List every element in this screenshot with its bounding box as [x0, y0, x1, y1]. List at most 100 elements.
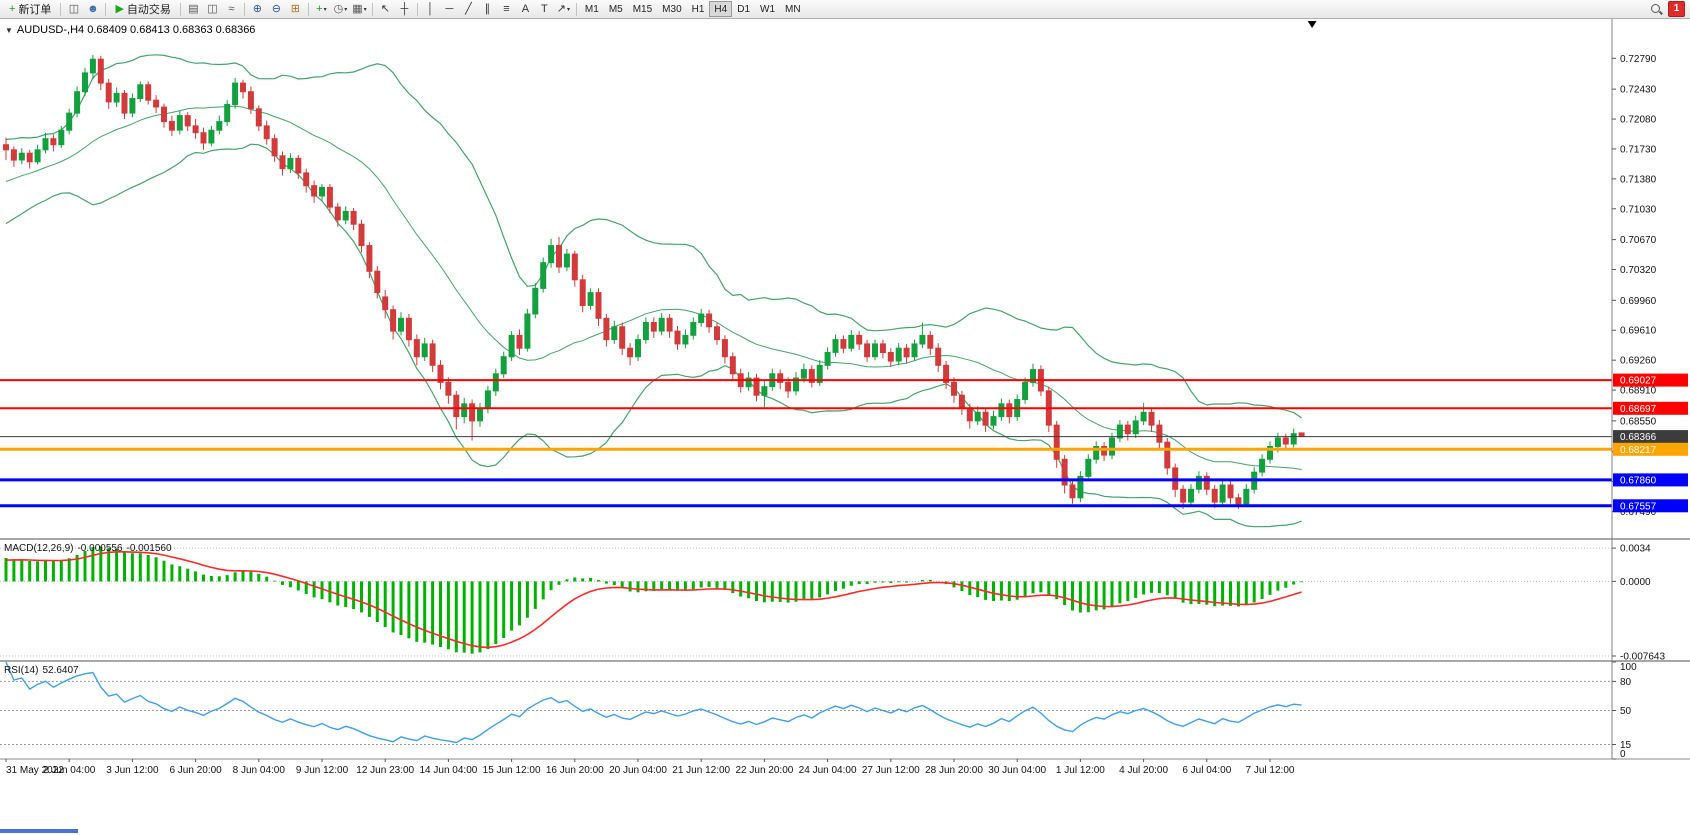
- cursor-icon[interactable]: ↖: [376, 1, 395, 17]
- candle: [927, 331, 934, 355]
- candle: [184, 112, 191, 131]
- chart-canvas[interactable]: 0.72790 0.72430 0.72080 0.71730 0.71380 0.710…: [0, 19, 1690, 779]
- candle: [990, 410, 997, 430]
- timeframe-m15-button[interactable]: M15: [628, 1, 657, 17]
- timeframe-m1-button[interactable]: M1: [580, 1, 604, 17]
- new-order-button[interactable]: + 新订单: [3, 1, 57, 17]
- bollinger-upper-band: [5, 54, 1302, 419]
- candle-body: [824, 352, 831, 366]
- candle-body: [405, 317, 412, 341]
- symbol-search-button[interactable]: [1647, 1, 1666, 17]
- text-label-icon[interactable]: T: [535, 1, 554, 17]
- arrows-icon: ↗: [556, 2, 566, 15]
- text-icon: A: [521, 2, 530, 15]
- candle-body: [966, 407, 973, 422]
- candle-body: [1053, 424, 1060, 460]
- price-tick-label: 0.71030: [1620, 204, 1657, 215]
- candle-body: [398, 317, 404, 332]
- candle: [200, 127, 207, 150]
- timeframe-m5-button[interactable]: M5: [604, 1, 628, 17]
- zoom-in-icon[interactable]: ⊕: [248, 1, 267, 17]
- candle: [832, 334, 839, 357]
- candle-body: [761, 386, 768, 396]
- candle-body: [477, 407, 483, 422]
- candle-body: [113, 92, 120, 103]
- candle: [192, 119, 199, 139]
- candle-body: [627, 347, 634, 358]
- candle: [461, 397, 468, 424]
- candle: [10, 146, 17, 167]
- candle: [887, 348, 894, 367]
- candle: [263, 120, 270, 145]
- horizontal-line-icon[interactable]: ─: [440, 1, 459, 17]
- candle-body: [635, 339, 641, 358]
- time-axis-label: 27 Jun 12:00: [862, 765, 920, 776]
- tile-windows-icon[interactable]: ⊞: [286, 1, 305, 17]
- candle: [153, 95, 160, 114]
- chart-menu-icon[interactable]: ▼: [5, 26, 13, 35]
- timeframe-h4-button[interactable]: H4: [709, 1, 733, 17]
- panel-divider[interactable]: [0, 538, 1690, 540]
- panel-divider[interactable]: [0, 660, 1690, 662]
- profiles-icon[interactable]: ☻: [83, 1, 102, 17]
- candle-body: [642, 322, 649, 341]
- candle-body: [903, 347, 910, 358]
- candle: [1140, 402, 1147, 426]
- candle-body: [951, 381, 957, 396]
- trendline-icon[interactable]: ╱: [459, 1, 478, 17]
- periods-icon[interactable]: ◷ ▾: [331, 1, 350, 17]
- indicators-icon[interactable]: + ▾: [312, 1, 331, 17]
- line-chart-icon[interactable]: ≈: [222, 1, 241, 17]
- candle: [619, 322, 626, 355]
- candle: [168, 115, 175, 137]
- bar-chart-icon[interactable]: ▤: [184, 1, 203, 17]
- new-chart-icon[interactable]: ◫: [64, 1, 83, 17]
- zoom-out-icon[interactable]: ⊖: [267, 1, 286, 17]
- candle-body: [89, 58, 96, 74]
- candle-body: [1085, 458, 1092, 477]
- candle-body: [271, 138, 278, 157]
- candle-body: [161, 106, 167, 123]
- candle: [532, 283, 539, 319]
- notification-badge[interactable]: 1: [1668, 1, 1685, 17]
- toolbar-separator: [60, 2, 62, 16]
- bottom-scrollbar-thumb[interactable]: [0, 829, 78, 833]
- candle: [682, 329, 689, 349]
- chart-background[interactable]: [0, 19, 1690, 779]
- candle-body: [571, 253, 578, 281]
- timeframe-m30-button[interactable]: M30: [657, 1, 686, 17]
- candle: [34, 144, 41, 165]
- candlestick-chart-icon[interactable]: ◫: [203, 1, 222, 17]
- text-label-icon: T: [541, 2, 548, 15]
- candle-body: [200, 132, 207, 144]
- crosshair-icon[interactable]: ┼: [395, 1, 414, 17]
- vertical-line-icon[interactable]: │: [421, 1, 440, 17]
- channel-icon[interactable]: ∥: [478, 1, 497, 17]
- candle: [342, 206, 349, 225]
- candle: [603, 314, 610, 347]
- text-icon[interactable]: A: [516, 1, 535, 17]
- timeframe-w1-button[interactable]: W1: [755, 1, 780, 17]
- candle-body: [879, 343, 886, 353]
- arrows-icon[interactable]: ↗ ▾: [554, 1, 573, 17]
- candle-body: [706, 313, 713, 328]
- candle-body: [943, 364, 950, 383]
- candle-body: [619, 326, 626, 349]
- fibonacci-icon[interactable]: ≡: [497, 1, 516, 17]
- candle-body: [990, 416, 997, 426]
- timeframe-mn-button[interactable]: MN: [780, 1, 806, 17]
- current-price-line-price-tag-label: 0.68366: [1620, 432, 1657, 443]
- templates-icon[interactable]: ▦ ▾: [350, 1, 369, 17]
- timeframe-d1-button[interactable]: D1: [732, 1, 755, 17]
- shift-marker-icon[interactable]: [1307, 21, 1317, 28]
- candle-body: [153, 99, 160, 108]
- candle: [1148, 408, 1155, 432]
- time-axis-label: 4 Jul 20:00: [1119, 765, 1168, 776]
- time-axis-label: 20 Jun 04:00: [609, 765, 667, 776]
- autotrading-button[interactable]: ▶ 自动交易: [109, 1, 176, 17]
- timeframe-h1-button[interactable]: H1: [687, 1, 710, 17]
- candle: [240, 79, 246, 99]
- candle: [556, 237, 562, 273]
- candle: [848, 330, 855, 352]
- candle: [674, 326, 681, 350]
